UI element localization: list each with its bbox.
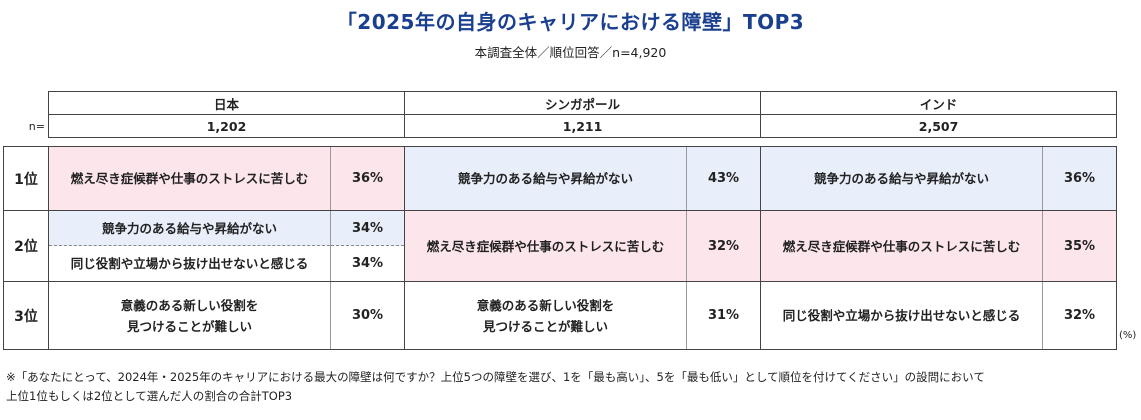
japan-rank1-item: 燃え尽き症候群や仕事のストレスに苦しむ xyxy=(48,146,331,211)
india-rank1-pct: 36% xyxy=(1042,146,1118,211)
india-rank3-pct: 32% xyxy=(1042,281,1118,350)
page-subtitle: 本調査全体／順位回答／n=4,920 xyxy=(474,45,667,60)
india-rank2-pct: 35% xyxy=(1042,210,1118,282)
japan-rank2a-item: 競争力のある給与や昇給がない xyxy=(48,210,331,246)
ranking-table: 日本 シンガポール インド n= 1,202 1,211 2,507 1位 燃え… xyxy=(3,91,1118,350)
country-japan: 日本 xyxy=(47,91,406,115)
footnote-line-2: 上位1位もしくは2位として選んだ人の割合の合計TOP3 xyxy=(6,389,293,403)
japan-rank3-line1: 意義のある新しい役割を xyxy=(120,297,259,313)
country-header-row: 日本 シンガポール インド xyxy=(4,91,1118,115)
rank-3-label: 3位 xyxy=(3,281,49,350)
singapore-rank2-pct: 32% xyxy=(686,210,762,282)
india-rank2-item: 燃え尽き症候群や仕事のストレスに苦しむ xyxy=(760,210,1043,282)
n-singapore: 1,211 xyxy=(404,114,762,138)
india-rank3-item: 同じ役割や立場から抜け出せないと感じる xyxy=(760,281,1043,350)
singapore-rank1-pct: 43% xyxy=(686,146,762,211)
footnote: ※「あなたにとって、2024年・2025年のキャリアにおける最大の障壁は何ですか… xyxy=(6,368,1136,406)
singapore-rank3-line2: 見つけることが難しい xyxy=(483,318,609,334)
rank-2-row: 2位 競争力のある給与や昇給がない 34% 燃え尽き症候群や仕事のストレスに苦し… xyxy=(3,210,1118,282)
japan-rank2b-pct: 34% xyxy=(329,245,406,282)
singapore-rank1-item: 競争力のある給与や昇給がない xyxy=(404,146,687,211)
footnote-line-1: ※「あなたにとって、2024年・2025年のキャリアにおける最大の障壁は何ですか… xyxy=(6,370,985,384)
singapore-rank3-item: 意義のある新しい役割を 見つけることが難しい xyxy=(404,281,687,350)
japan-rank3-item: 意義のある新しい役割を 見つけることが難しい xyxy=(48,281,331,350)
unit-label: (%) xyxy=(1119,330,1137,341)
n-label: n= xyxy=(28,119,45,133)
japan-rank3-pct: 30% xyxy=(329,281,406,350)
japan-rank1-pct: 36% xyxy=(329,146,406,211)
japan-rank3-line2: 見つけることが難しい xyxy=(126,318,252,334)
sample-size-row: n= 1,202 1,211 2,507 xyxy=(4,114,1118,138)
rank-1-label: 1位 xyxy=(3,146,49,211)
rank-2-label: 2位 xyxy=(3,210,49,282)
rank-3-row: 3位 意義のある新しい役割を 見つけることが難しい 30% 意義のある新しい役割… xyxy=(3,281,1118,350)
singapore-rank2-item: 燃え尽き症候群や仕事のストレスに苦しむ xyxy=(404,210,687,282)
rank-1-row: 1位 燃え尽き症候群や仕事のストレスに苦しむ 36% 競争力のある給与や昇給がな… xyxy=(3,146,1118,211)
country-singapore: シンガポール xyxy=(404,91,762,115)
japan-rank2b-item: 同じ役割や立場から抜け出せないと感じる xyxy=(48,245,331,282)
rank-2b-row: 同じ役割や立場から抜け出せないと感じる 34% xyxy=(4,245,1117,282)
n-india: 2,507 xyxy=(760,114,1118,138)
japan-rank2a-pct: 34% xyxy=(329,210,406,246)
page-title: 「2025年の自身のキャリアにおける障壁」TOP3 xyxy=(336,10,805,34)
n-japan: 1,202 xyxy=(47,114,406,138)
country-india: インド xyxy=(760,91,1118,115)
india-rank1-item: 競争力のある給与や昇給がない xyxy=(760,146,1043,211)
singapore-rank3-line1: 意義のある新しい役割を xyxy=(476,297,615,313)
singapore-rank3-pct: 31% xyxy=(686,281,762,350)
